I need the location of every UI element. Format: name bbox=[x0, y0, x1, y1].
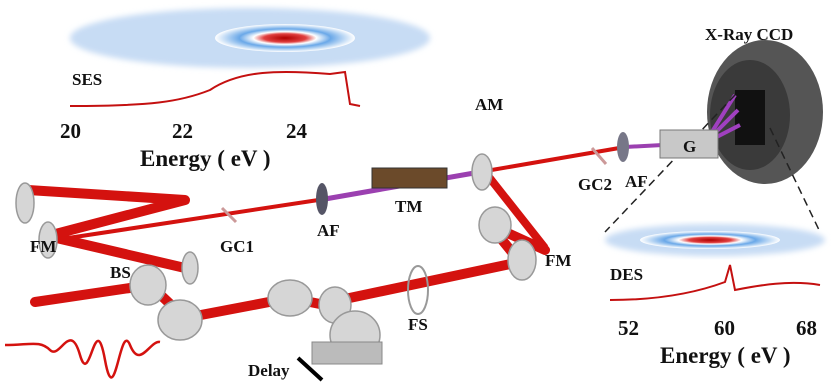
zoom-line bbox=[605, 95, 735, 232]
des-tick: 60 bbox=[714, 316, 735, 340]
al-filter bbox=[617, 132, 629, 162]
al-filter bbox=[316, 183, 328, 215]
des-tick: 68 bbox=[796, 316, 817, 340]
node-label: FM bbox=[30, 237, 56, 256]
mirror bbox=[268, 280, 312, 316]
toroidal-mirror bbox=[372, 168, 447, 188]
node-label: G bbox=[683, 137, 696, 156]
ses-tick: 24 bbox=[286, 119, 308, 143]
annular-mirror bbox=[472, 154, 492, 190]
node-label: GC1 bbox=[220, 237, 254, 256]
ses-curve bbox=[70, 72, 360, 106]
pulse-waveform bbox=[5, 340, 160, 377]
focusing-mirror bbox=[508, 240, 536, 280]
node-label: AF bbox=[625, 172, 648, 191]
ses-tick: 22 bbox=[172, 119, 193, 143]
node-label: AF bbox=[317, 221, 340, 240]
mirror bbox=[182, 252, 198, 284]
node-label: FS bbox=[408, 315, 428, 334]
node-label: X-Ray CCD bbox=[705, 25, 793, 44]
des-image-core bbox=[640, 231, 780, 249]
node-label: FM bbox=[545, 251, 571, 270]
node-label: GC2 bbox=[578, 175, 612, 194]
des-label: DES bbox=[610, 265, 643, 284]
beam-splitter bbox=[130, 265, 166, 305]
des-axis-label: Energy ( eV ) bbox=[660, 343, 791, 368]
node-label: BS bbox=[110, 263, 131, 282]
node-label: AM bbox=[475, 95, 503, 114]
ses-tick: 20 bbox=[60, 119, 81, 143]
mirror bbox=[158, 300, 202, 340]
node-label: TM bbox=[395, 197, 422, 216]
mirror bbox=[16, 183, 34, 223]
ses-axis-label: Energy ( eV ) bbox=[140, 146, 271, 171]
des-tick: 52 bbox=[618, 316, 639, 340]
ccd-chip bbox=[735, 90, 765, 145]
setup-diagram: SES 20 22 24 Energy ( eV ) X-Ray CCD G A… bbox=[0, 0, 831, 385]
ses-label: SES bbox=[72, 70, 102, 89]
ses-image-core bbox=[215, 24, 355, 52]
delay-stage bbox=[312, 342, 382, 364]
node-label: Delay bbox=[248, 361, 290, 380]
mirror bbox=[479, 207, 511, 243]
